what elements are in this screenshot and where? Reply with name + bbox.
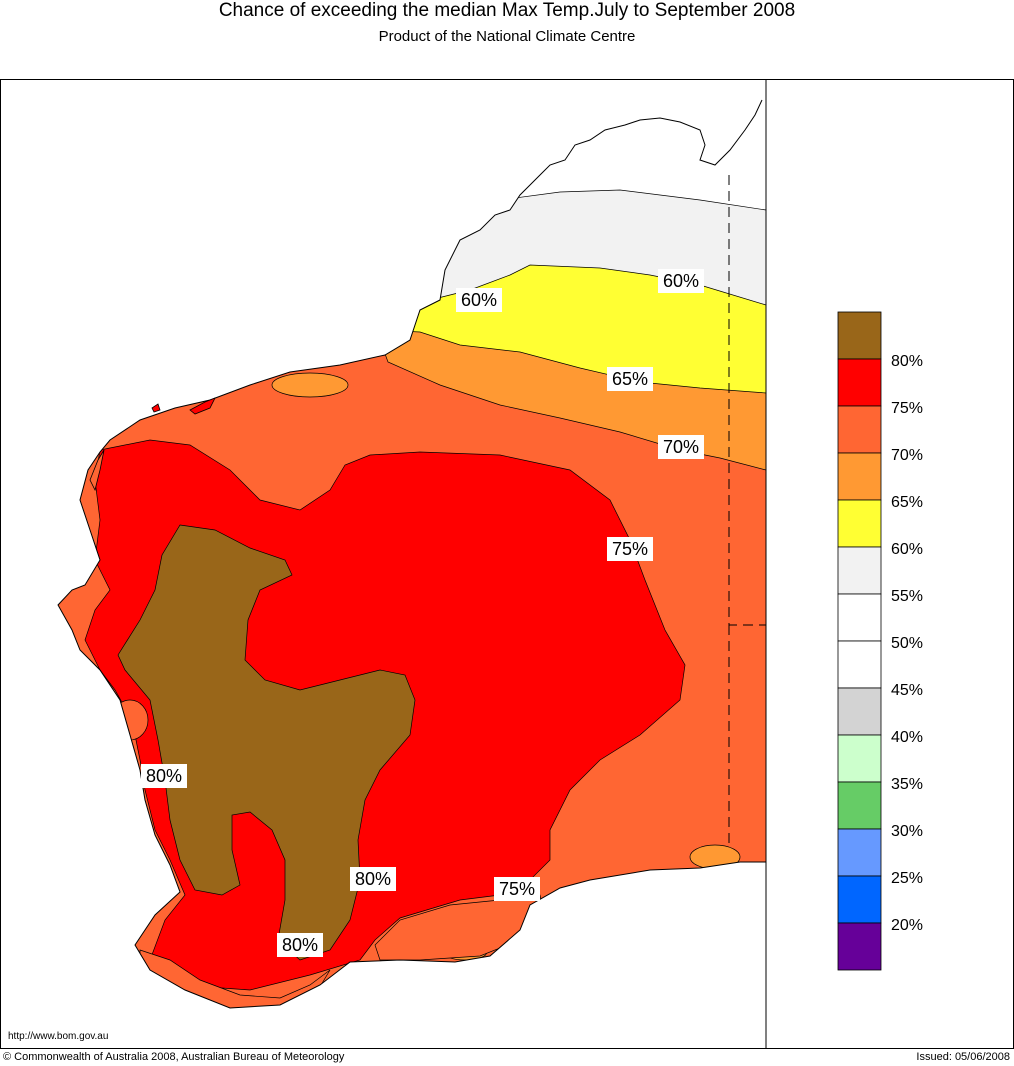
contour-label-70: 70%: [663, 437, 699, 457]
legend-swatch: [837, 311, 882, 360]
legend: 80% 75% 70% 65% 60% 55% 50% 45% 40% 35% …: [837, 311, 923, 971]
contour-label-80-south: 80%: [282, 935, 318, 955]
legend-label: 50%: [891, 635, 923, 652]
map-subtitle: Product of the National Climate Centre: [378, 28, 636, 45]
legend-swatch: [837, 687, 882, 736]
legend-swatch: [837, 546, 882, 595]
contour-label-60-east: 60%: [663, 271, 699, 291]
legend-label: 45%: [891, 682, 923, 699]
contour-label-75-north: 75%: [612, 539, 648, 559]
legend-label: 20%: [891, 917, 923, 934]
legend-label: 30%: [891, 823, 923, 840]
region-80-plus: [117, 524, 416, 961]
legend-label: 75%: [891, 400, 923, 417]
legend-label: 25%: [891, 870, 923, 887]
contour-label-80-center: 80%: [355, 869, 391, 889]
legend-swatch: [837, 781, 882, 830]
map-title: Chance of exceeding the median Max Temp.…: [218, 0, 796, 21]
legend-swatch: [837, 875, 882, 924]
legend-swatch: [837, 499, 882, 548]
contour-label-60-west: 60%: [461, 290, 497, 310]
contour-label-75-south: 75%: [499, 879, 535, 899]
map-canvas: 60% 60% 65% 70% 75% 75% 80% 80% 80% 80% …: [57, 79, 923, 1048]
legend-label: 40%: [891, 729, 923, 746]
legend-swatch: [837, 593, 882, 642]
legend-swatch: [837, 734, 882, 783]
contour-labels: 60% 60% 65% 70% 75% 75% 80% 80% 80%: [141, 269, 704, 957]
probability-regions: [58, 95, 766, 1008]
legend-label: 65%: [891, 494, 923, 511]
contour-label-80-west: 80%: [146, 766, 182, 786]
region-pocket-a: [271, 372, 349, 398]
legend-swatch: [837, 828, 882, 877]
legend-swatch: [837, 358, 882, 407]
source-url[interactable]: http://www.bom.gov.au: [8, 1031, 109, 1042]
shark-bay-peninsula: [89, 449, 105, 492]
coastal-island-2: [151, 403, 161, 413]
coastal-island: [189, 397, 216, 415]
copyright-notice: © Commonwealth of Australia 2008, Austra…: [3, 1051, 345, 1063]
legend-swatch: [837, 922, 882, 971]
legend-swatch: [837, 405, 882, 454]
coastline: [57, 99, 766, 1009]
legend-label: 35%: [891, 776, 923, 793]
legend-label: 60%: [891, 541, 923, 558]
legend-swatch: [837, 452, 882, 501]
legend-labels: 80% 75% 70% 65% 60% 55% 50% 45% 40% 35% …: [891, 353, 923, 934]
legend-label: 80%: [891, 353, 923, 370]
legend-swatches: [837, 311, 882, 971]
legend-label: 55%: [891, 588, 923, 605]
issued-date: Issued: 05/06/2008: [916, 1051, 1010, 1063]
contour-label-65: 65%: [612, 369, 648, 389]
legend-label: 70%: [891, 447, 923, 464]
state-border: [728, 175, 766, 845]
legend-swatch: [837, 640, 882, 689]
